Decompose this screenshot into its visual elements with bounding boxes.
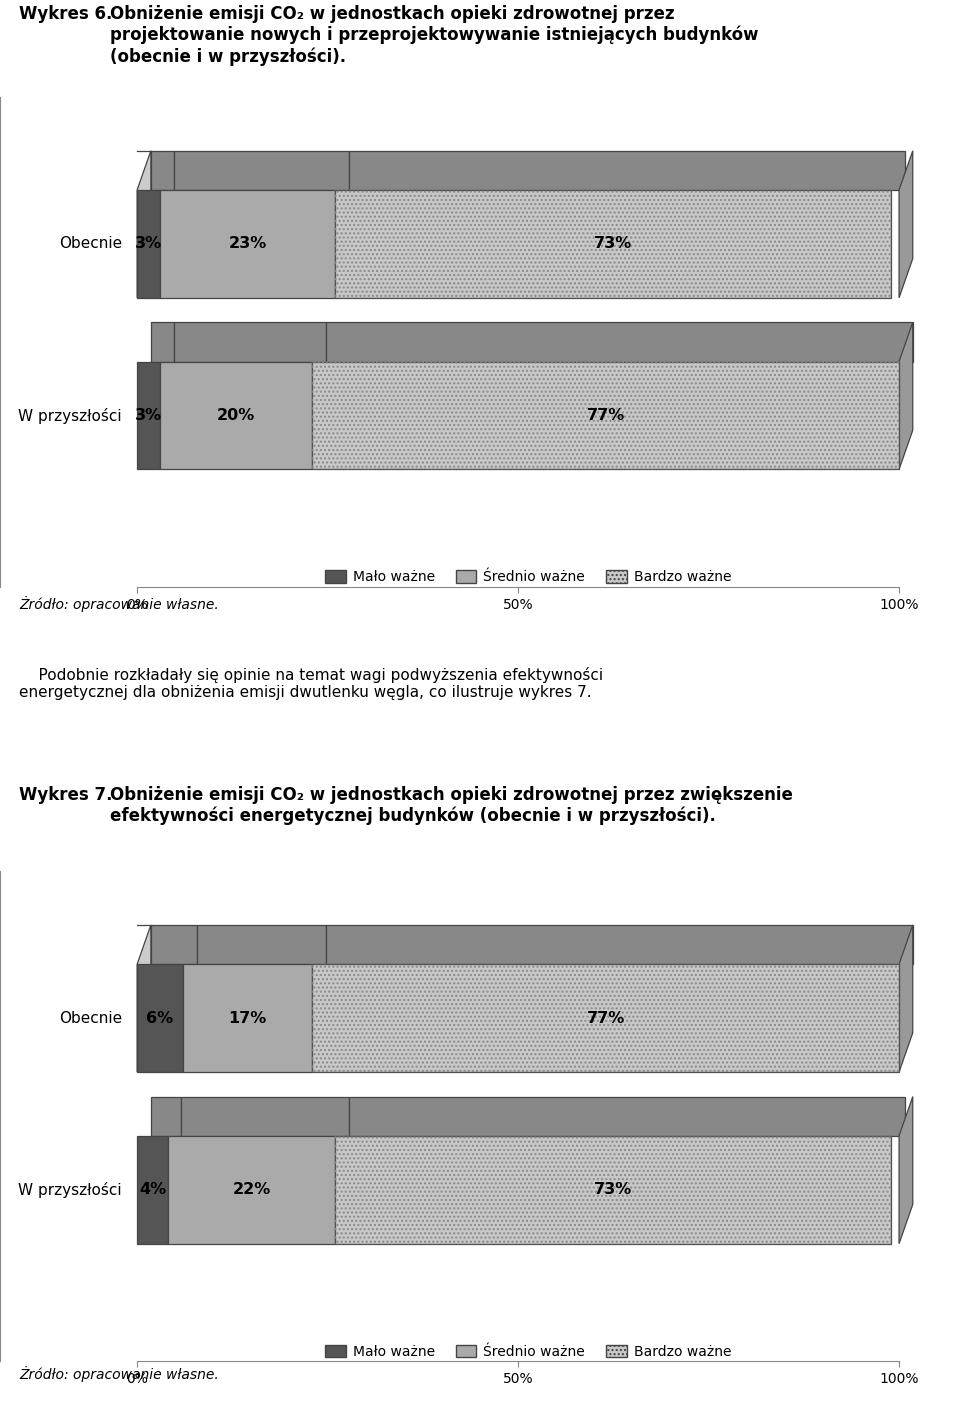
Polygon shape bbox=[900, 926, 913, 1072]
Text: Obniżenie emisji CO₂ w jednostkach opieki zdrowotnej przez zwiększenie
efektywno: Obniżenie emisji CO₂ w jednostkach opiek… bbox=[110, 786, 793, 825]
Bar bbox=[182, 964, 312, 1072]
Bar bbox=[312, 362, 900, 469]
Bar bbox=[312, 362, 900, 469]
Bar bbox=[335, 1136, 892, 1243]
Text: W przyszłości: W przyszłości bbox=[18, 1181, 122, 1198]
Text: 23%: 23% bbox=[228, 236, 267, 252]
Polygon shape bbox=[900, 151, 913, 298]
Polygon shape bbox=[197, 926, 326, 964]
Text: 17%: 17% bbox=[228, 1010, 267, 1026]
Bar bbox=[335, 1136, 892, 1243]
Bar bbox=[312, 964, 900, 1072]
Bar bbox=[160, 362, 312, 469]
Polygon shape bbox=[137, 926, 151, 1072]
Polygon shape bbox=[900, 1096, 913, 1243]
Text: Podobnie rozkładały się opinie na temat wagi podwyższenia efektywności
energetyc: Podobnie rozkładały się opinie na temat … bbox=[19, 667, 603, 699]
Text: 6%: 6% bbox=[147, 1010, 174, 1026]
Bar bbox=[335, 189, 892, 298]
Text: 73%: 73% bbox=[594, 1183, 633, 1197]
Text: 77%: 77% bbox=[587, 1010, 625, 1026]
Polygon shape bbox=[900, 322, 913, 469]
Text: Wykres 6.: Wykres 6. bbox=[19, 4, 112, 23]
Bar bbox=[168, 1136, 335, 1243]
Polygon shape bbox=[137, 151, 151, 298]
Text: 77%: 77% bbox=[587, 408, 625, 422]
Text: Żródło: opracowanie własne.: Żródło: opracowanie własne. bbox=[19, 596, 219, 612]
Polygon shape bbox=[174, 322, 326, 362]
Text: 22%: 22% bbox=[232, 1183, 271, 1197]
Bar bbox=[335, 189, 892, 298]
Polygon shape bbox=[181, 1096, 348, 1136]
Text: Obecnie: Obecnie bbox=[59, 236, 122, 252]
Polygon shape bbox=[174, 151, 348, 189]
Text: W przyszłości: W przyszłości bbox=[18, 407, 122, 424]
Text: Żródło: opracowanie własne.: Żródło: opracowanie własne. bbox=[19, 1366, 219, 1382]
Text: 3%: 3% bbox=[135, 408, 162, 422]
Polygon shape bbox=[151, 151, 174, 189]
Text: Obecnie: Obecnie bbox=[59, 1010, 122, 1026]
Bar bbox=[160, 189, 335, 298]
Bar bbox=[137, 189, 160, 298]
Text: 20%: 20% bbox=[217, 408, 255, 422]
Bar bbox=[137, 362, 160, 469]
Text: Wykres 7.: Wykres 7. bbox=[19, 786, 112, 804]
Polygon shape bbox=[348, 151, 905, 189]
Legend: Mało ważne, Średnio ważne, Bardzo ważne: Mało ważne, Średnio ważne, Bardzo ważne bbox=[320, 1340, 736, 1364]
Text: 3%: 3% bbox=[135, 236, 162, 252]
Bar bbox=[137, 1136, 168, 1243]
Text: 4%: 4% bbox=[139, 1183, 166, 1197]
Text: Obniżenie emisji CO₂ w jednostkach opieki zdrowotnej przez
projektowanie nowych : Obniżenie emisji CO₂ w jednostkach opiek… bbox=[110, 4, 759, 65]
Legend: Mało ważne, Średnio ważne, Bardzo ważne: Mało ważne, Średnio ważne, Bardzo ważne bbox=[320, 565, 736, 591]
Polygon shape bbox=[326, 322, 913, 362]
Polygon shape bbox=[326, 926, 913, 964]
Polygon shape bbox=[151, 322, 174, 362]
Text: 73%: 73% bbox=[594, 236, 633, 252]
Bar bbox=[312, 964, 900, 1072]
Bar bbox=[137, 964, 182, 1072]
Polygon shape bbox=[151, 926, 197, 964]
Polygon shape bbox=[151, 1096, 181, 1136]
Polygon shape bbox=[348, 1096, 905, 1136]
